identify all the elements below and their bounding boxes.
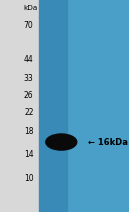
Text: 14: 14 [24, 150, 34, 159]
Text: 18: 18 [24, 127, 34, 136]
Text: 22: 22 [24, 108, 34, 117]
Text: 26: 26 [24, 91, 34, 100]
Bar [39, 0, 67, 212]
Text: 10: 10 [24, 174, 34, 183]
Text: ← 16kDa: ← 16kDa [88, 138, 128, 146]
Text: 70: 70 [24, 21, 34, 30]
Text: 33: 33 [24, 74, 34, 83]
Text: 44: 44 [24, 55, 34, 64]
Text: kDa: kDa [23, 6, 37, 11]
Bar [0, 0, 39, 212]
Ellipse shape [46, 134, 77, 150]
